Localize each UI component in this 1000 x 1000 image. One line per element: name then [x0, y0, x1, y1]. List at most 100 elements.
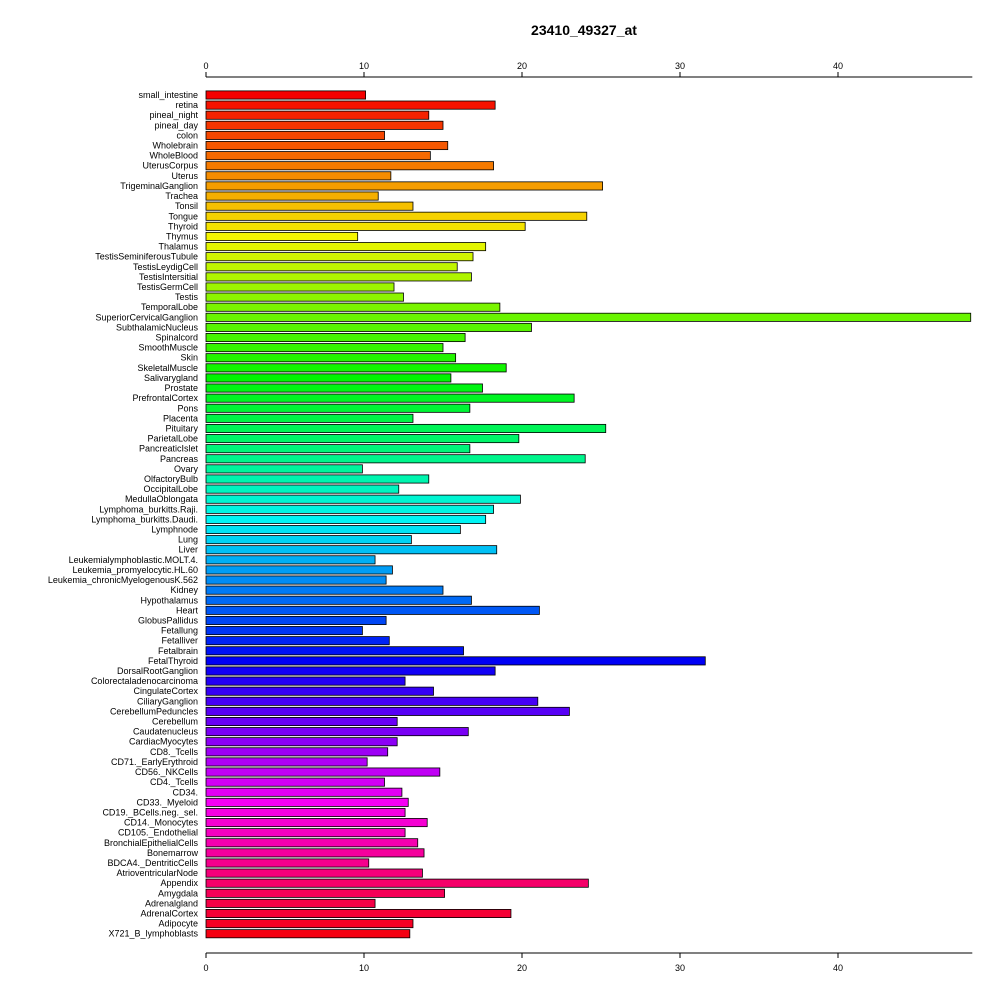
category-label: CD14._Monocytes [124, 818, 199, 828]
category-label: Fetalbrain [158, 646, 198, 656]
bar-53 [205, 626, 363, 636]
bar-12 [205, 211, 588, 221]
category-label: Testis [175, 292, 199, 302]
bar-66 [205, 757, 368, 767]
category-label: Adrenalgland [145, 898, 198, 908]
bar-6 [205, 151, 431, 161]
bar-57 [205, 666, 496, 676]
top-tick-label: 10 [359, 61, 369, 71]
category-label: BronchialEpithelialCells [104, 838, 199, 848]
category-label: Appendix [160, 878, 198, 888]
category-label: GlobusPallidus [138, 615, 199, 625]
category-label: ParietalLobe [147, 434, 198, 444]
bar-50 [205, 595, 472, 605]
bar-10 [205, 191, 379, 201]
category-label: TrigeminalGanglion [120, 181, 198, 191]
category-label: CD71._EarlyErythroid [111, 757, 198, 767]
bar-54 [205, 636, 390, 646]
bar-36 [205, 454, 586, 464]
bar-49 [205, 585, 444, 595]
category-label: DorsalRootGanglion [117, 666, 198, 676]
category-label: SubthalamicNucleus [116, 322, 199, 332]
category-label: CD34. [172, 787, 198, 797]
category-label: Uterus [171, 171, 198, 181]
bar-62 [205, 717, 398, 727]
bar-33 [205, 423, 607, 433]
bar-46 [205, 555, 376, 565]
bar-63 [205, 727, 469, 737]
category-label: CD19._BCells.neg._sel. [102, 807, 198, 817]
bar-60 [205, 696, 539, 706]
top-tick-label: 20 [517, 61, 527, 71]
bar-65 [205, 747, 389, 757]
category-label: Spinalcord [155, 333, 198, 343]
top-axis: 0 10 20 30 40 [203, 61, 973, 78]
category-label: TestisGermCell [137, 282, 198, 292]
category-label: Skin [180, 353, 198, 363]
category-label: Amygdala [158, 888, 198, 898]
category-label: Thymus [166, 231, 199, 241]
bar-32 [205, 413, 414, 423]
category-label: Kidney [170, 585, 198, 595]
bar-34 [205, 434, 520, 444]
bar-4 [205, 130, 385, 140]
bar-39 [205, 484, 400, 494]
category-label: Leukemialymphoblastic.MOLT.4. [69, 555, 198, 565]
bar-23 [205, 322, 532, 332]
bar-11 [205, 201, 414, 211]
bar-37 [205, 464, 363, 474]
bar-59 [205, 686, 434, 696]
bar-75 [205, 848, 425, 858]
bar-78 [205, 878, 589, 888]
category-label: Fetalliver [161, 636, 198, 646]
category-label: Pons [177, 403, 198, 413]
bar-68 [205, 777, 385, 787]
bar-77 [205, 868, 423, 878]
category-label: CiliaryGanglion [137, 696, 198, 706]
bar-7 [205, 161, 494, 171]
bar-79 [205, 888, 445, 898]
category-label: OccipitalLobe [143, 484, 198, 494]
bar-30 [205, 393, 575, 403]
bar-17 [205, 262, 458, 272]
category-label: CD8._Tcells [150, 747, 199, 757]
bar-20 [205, 292, 404, 302]
bottom-tick-label: 10 [359, 963, 369, 973]
category-label: pineal_day [154, 120, 198, 130]
bar-82 [205, 919, 414, 929]
bar-31 [205, 403, 471, 413]
bar-64 [205, 737, 398, 747]
category-label: Lymphnode [151, 525, 198, 535]
bar-51 [205, 605, 540, 615]
category-label: Wholebrain [152, 141, 198, 151]
bottom-tick-label: 20 [517, 963, 527, 973]
bar-5 [205, 141, 449, 151]
category-label: Tongue [168, 211, 198, 221]
category-label: WholeBlood [149, 151, 198, 161]
category-label: CD105._Endothelial [118, 828, 198, 838]
category-label: CD33._Myeloid [136, 797, 198, 807]
bar-29 [205, 383, 483, 393]
category-label: Leukemia_promyelocytic.HL.60 [72, 565, 198, 575]
category-label: Salivarygland [144, 373, 198, 383]
category-label: Leukemia_chronicMyelogenousK.562 [48, 575, 198, 585]
bar-71 [205, 807, 406, 817]
bar-8 [205, 171, 392, 181]
category-label: TemporalLobe [141, 302, 198, 312]
bottom-tick-label: 30 [675, 963, 685, 973]
top-tick-label: 30 [675, 61, 685, 71]
category-label: SkeletalMuscle [137, 363, 198, 373]
category-label: CD4._Tcells [150, 777, 199, 787]
category-label: AdrenalCortex [140, 909, 198, 919]
bar-48 [205, 575, 387, 585]
bar-27 [205, 363, 507, 373]
bar-52 [205, 615, 387, 625]
category-label: Placenta [163, 413, 198, 423]
category-label: Lung [178, 535, 198, 545]
category-label: TestisLeydigCell [133, 262, 198, 272]
category-label: Cerebellum [152, 717, 198, 727]
bar-1 [205, 100, 496, 110]
category-label: Caudatenucleus [133, 727, 199, 737]
category-label: PrefrontalCortex [132, 393, 198, 403]
